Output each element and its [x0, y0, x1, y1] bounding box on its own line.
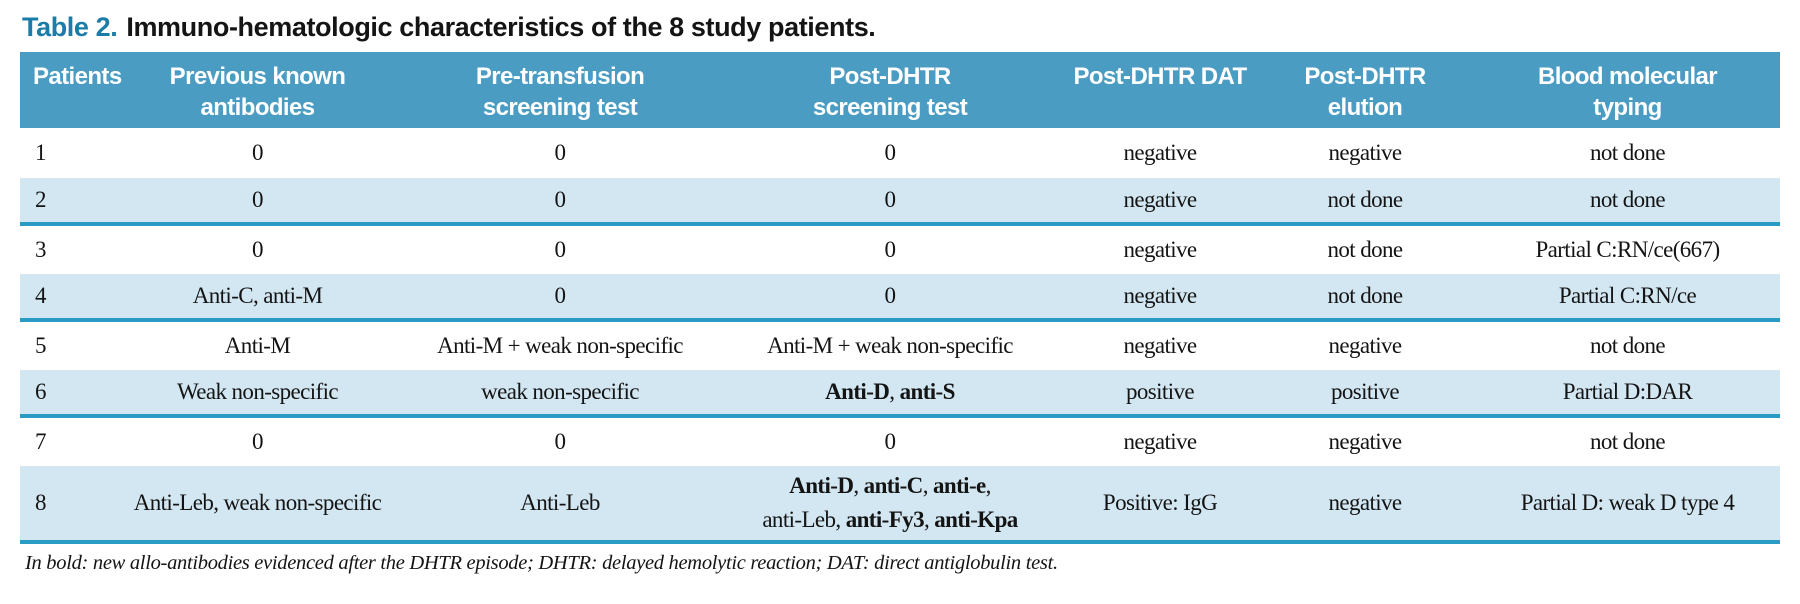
column-header-3: Pre-transfusion screening test [405, 52, 715, 128]
table-cell: negative [1123, 140, 1197, 165]
table-row: 8 Anti-Leb, weak non-specific Anti-Leb Anti… [20, 466, 1780, 542]
table-cell: not done [1589, 333, 1666, 358]
table-row: 2 0 0 0 negative not done not done [20, 178, 1780, 224]
table-title-text: Immuno-hematologic characteristics of th… [126, 12, 876, 42]
table-cell: not done [1255, 178, 1475, 224]
table-cell: not done [1475, 178, 1780, 224]
table-cell: 0 [405, 274, 715, 320]
table-cell: 0 [884, 237, 897, 262]
table-row: 5 Anti-M Anti-M + weak non-specific Anti-M … [20, 320, 1780, 370]
table-cell: Partial D: weak D type 4 [1475, 466, 1780, 542]
table-cell: 4 [20, 274, 110, 320]
table-cell: Anti-Leb, weak non-specific [110, 466, 405, 542]
table-cell: 0 [554, 140, 567, 165]
table-cell: not done [1327, 237, 1403, 262]
table-cell: 5 [35, 333, 47, 358]
table-row: 7 0 0 0 negative negative not done [20, 416, 1780, 466]
table-cell: 2 [20, 178, 110, 224]
table-cell: Anti-D, anti-S [715, 370, 1065, 416]
table-cell: 0 [252, 237, 264, 262]
table-cell: negative [1255, 466, 1475, 542]
table-cell: Anti-M [224, 333, 291, 358]
table-cell: Weak non-specific [110, 370, 405, 416]
table-row: 1 0 0 0 negative negative not done [20, 128, 1780, 178]
table-cell: not done [1589, 429, 1666, 454]
table-cell: negative [1328, 140, 1402, 165]
table-cell: Partial C:RN/ce [1475, 274, 1780, 320]
column-header-7: Blood molecular typing [1475, 52, 1780, 128]
table-cell: 8 [20, 466, 110, 542]
table-cell: 7 [35, 429, 47, 454]
table-cell: Positive: IgG [1065, 466, 1255, 542]
table-row: 6 Weak non-specific weak non-specific Anti-… [20, 370, 1780, 416]
table-cell: Anti-M + weak non-specific [437, 333, 683, 358]
table-cell: negative [1123, 237, 1197, 262]
column-header-4: Post-DHTR screening test [715, 52, 1065, 128]
table-header-row: Patients Previous known antibodies Pre-tra… [20, 52, 1780, 128]
patients-table: Patients Previous known antibodies Pre-tra… [20, 52, 1780, 544]
column-header-1: Patients [20, 52, 122, 128]
table-row: 4 Anti-C, anti-M 0 0 negative not done Partial… [20, 274, 1780, 320]
table-cell: Partial D:DAR [1475, 370, 1780, 416]
table-cell: 0 [715, 178, 1065, 224]
column-header-5: Post-DHTR DAT [1065, 52, 1255, 128]
table-cell: weak non-specific [405, 370, 715, 416]
table-cell: Anti-Leb [405, 466, 715, 542]
table-cell: 0 [405, 178, 715, 224]
table-cell: Anti-D, anti-C, anti-e, anti-Leb, anti-Fy… [715, 466, 1065, 542]
table-cell: 0 [110, 178, 405, 224]
table-cell: negative [1328, 333, 1402, 358]
table-cell: Anti-C, anti-M [110, 274, 405, 320]
table-cell: 1 [35, 140, 47, 165]
table-cell: 0 [554, 429, 567, 454]
table-cell: 6 [20, 370, 110, 416]
table-cell: negative [1065, 274, 1255, 320]
table-cell: negative [1065, 178, 1255, 224]
table-cell: 0 [252, 140, 264, 165]
table-cell: not done [1255, 274, 1475, 320]
column-header-6: Post-DHTR elution [1255, 52, 1475, 128]
table-cell: negative [1123, 333, 1197, 358]
table-cell: positive [1065, 370, 1255, 416]
table-title: Table 2. Immuno-hematologic characteristi… [0, 0, 1800, 43]
table-cell: 0 [884, 140, 897, 165]
table-cell: not done [1589, 140, 1666, 165]
table-title-label: Table 2. [22, 12, 118, 42]
table-cell: negative [1328, 429, 1402, 454]
table-cell: negative [1123, 429, 1197, 454]
table-header: Patients Previous known antibodies Pre-tra… [20, 52, 1780, 128]
table-cell: 0 [715, 274, 1065, 320]
table-cell: 0 [884, 429, 897, 454]
table-cell: Anti-M + weak non-specific [767, 333, 1013, 358]
table-cell: 0 [554, 237, 567, 262]
table-cell: 3 [35, 237, 47, 262]
table-cell: Partial C:RN/ce(667) [1535, 237, 1720, 262]
table-footnote: In bold: new allo-antibodies evidenced a… [25, 552, 1058, 574]
table-cell: positive [1255, 370, 1475, 416]
table-row: 3 0 0 0 negative not done Partial C:RN/ce(667) [20, 224, 1780, 274]
column-header-2: Previous known antibodies [110, 52, 405, 128]
table-body: 1 0 0 0 negative negative not done 2 0 0 0 negative… [20, 128, 1780, 542]
table-cell: 0 [252, 429, 264, 454]
